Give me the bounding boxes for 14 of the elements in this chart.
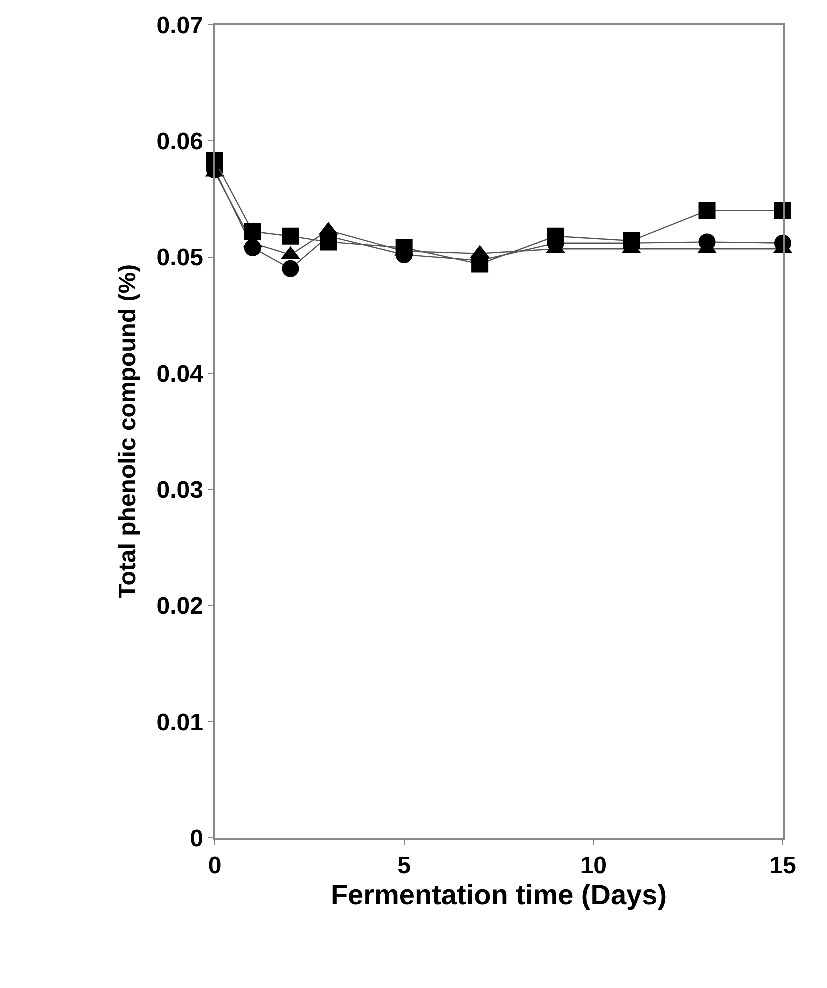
y-tick-label: 0.03 [156,476,204,504]
x-tick-label: 0 [208,852,222,880]
y-tick-label: 0.07 [156,12,204,40]
x-axis-title: Fermentation time (Days) [330,880,668,911]
y-tick-label: 0 [190,825,204,852]
x-tick-label: 10 [580,852,608,880]
y-axis-title: Total phenolic compound (%) [114,264,142,599]
y-tick-label: 0.05 [156,244,204,272]
y-tick-label: 0.02 [156,593,204,620]
x-tick-label: 15 [770,852,796,880]
y-tick-label: 0.01 [156,709,204,736]
y-tick-label: 0.06 [156,128,204,156]
y-tick-label: 0.04 [156,360,204,388]
x-tick-label: 5 [398,852,412,880]
